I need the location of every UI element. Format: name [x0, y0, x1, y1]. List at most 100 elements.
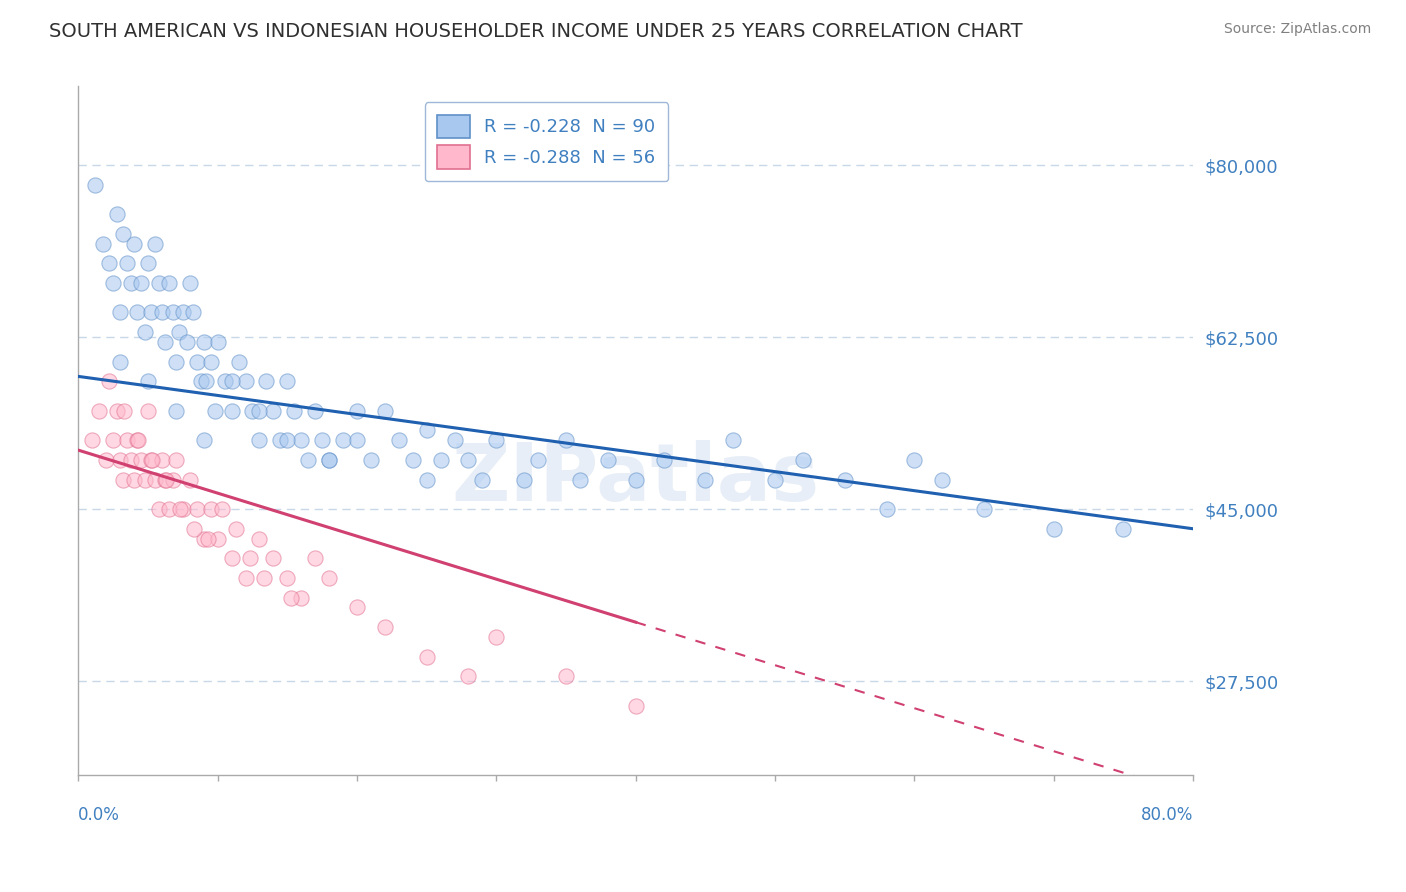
Point	[108, 453, 131, 467]
Point	[513, 473, 536, 487]
Point	[763, 473, 786, 487]
Point	[169, 502, 191, 516]
Point	[193, 434, 215, 448]
Point	[204, 404, 226, 418]
Point	[82, 434, 104, 448]
Point	[190, 374, 212, 388]
Point	[97, 374, 120, 388]
Point	[136, 404, 159, 418]
Point	[249, 532, 271, 546]
Point	[108, 305, 131, 319]
Point	[200, 354, 222, 368]
Point	[153, 334, 176, 349]
Point	[249, 434, 271, 448]
Point	[108, 354, 131, 368]
Point	[276, 571, 298, 585]
Point	[652, 453, 675, 467]
Point	[235, 374, 257, 388]
Point	[555, 669, 578, 683]
Point	[290, 434, 312, 448]
Point	[304, 404, 326, 418]
Point	[93, 236, 115, 251]
Point	[157, 502, 180, 516]
Point	[179, 276, 201, 290]
Point	[443, 434, 465, 448]
Point	[723, 434, 745, 448]
Point	[221, 404, 243, 418]
Point	[172, 305, 194, 319]
Point	[129, 276, 152, 290]
Point	[262, 551, 284, 566]
Point	[1043, 522, 1066, 536]
Point	[485, 630, 508, 644]
Point	[139, 453, 162, 467]
Point	[148, 502, 170, 516]
Point	[624, 473, 647, 487]
Point	[485, 434, 508, 448]
Point	[125, 305, 148, 319]
Point	[311, 434, 333, 448]
Point	[129, 453, 152, 467]
Point	[225, 522, 247, 536]
Point	[172, 502, 194, 516]
Point	[193, 532, 215, 546]
Point	[120, 453, 142, 467]
Point	[101, 276, 124, 290]
Point	[101, 434, 124, 448]
Point	[105, 207, 128, 221]
Point	[235, 571, 257, 585]
Point	[374, 404, 396, 418]
Point	[197, 532, 219, 546]
Point	[157, 276, 180, 290]
Point	[973, 502, 995, 516]
Point	[214, 374, 236, 388]
Point	[162, 305, 184, 319]
Point	[457, 453, 479, 467]
Point	[150, 453, 173, 467]
Text: Source: ZipAtlas.com: Source: ZipAtlas.com	[1223, 22, 1371, 37]
Point	[195, 374, 218, 388]
Point	[249, 404, 271, 418]
Point	[134, 325, 156, 339]
Point	[834, 473, 856, 487]
Point	[111, 473, 134, 487]
Point	[112, 404, 135, 418]
Point	[276, 434, 298, 448]
Point	[346, 434, 368, 448]
Point	[346, 404, 368, 418]
Point	[165, 404, 187, 418]
Point	[792, 453, 814, 467]
Point	[415, 649, 437, 664]
Point	[84, 178, 107, 192]
Point	[415, 473, 437, 487]
Point	[624, 698, 647, 713]
Legend: R = -0.228  N = 90, R = -0.288  N = 56: R = -0.228 N = 90, R = -0.288 N = 56	[425, 103, 668, 181]
Point	[115, 256, 138, 270]
Point	[280, 591, 302, 605]
Point	[555, 434, 578, 448]
Point	[252, 571, 274, 585]
Point	[228, 354, 250, 368]
Point	[89, 404, 111, 418]
Point	[153, 473, 176, 487]
Point	[155, 473, 177, 487]
Point	[297, 453, 319, 467]
Point	[402, 453, 425, 467]
Text: 80.0%: 80.0%	[1140, 805, 1194, 823]
Point	[122, 473, 145, 487]
Point	[125, 434, 148, 448]
Point	[186, 354, 208, 368]
Point	[527, 453, 550, 467]
Point	[186, 502, 208, 516]
Point	[165, 453, 187, 467]
Point	[94, 453, 117, 467]
Point	[181, 305, 204, 319]
Point	[211, 502, 233, 516]
Point	[596, 453, 619, 467]
Point	[568, 473, 591, 487]
Point	[457, 669, 479, 683]
Point	[143, 473, 166, 487]
Point	[150, 305, 173, 319]
Point	[374, 620, 396, 634]
Point	[239, 551, 262, 566]
